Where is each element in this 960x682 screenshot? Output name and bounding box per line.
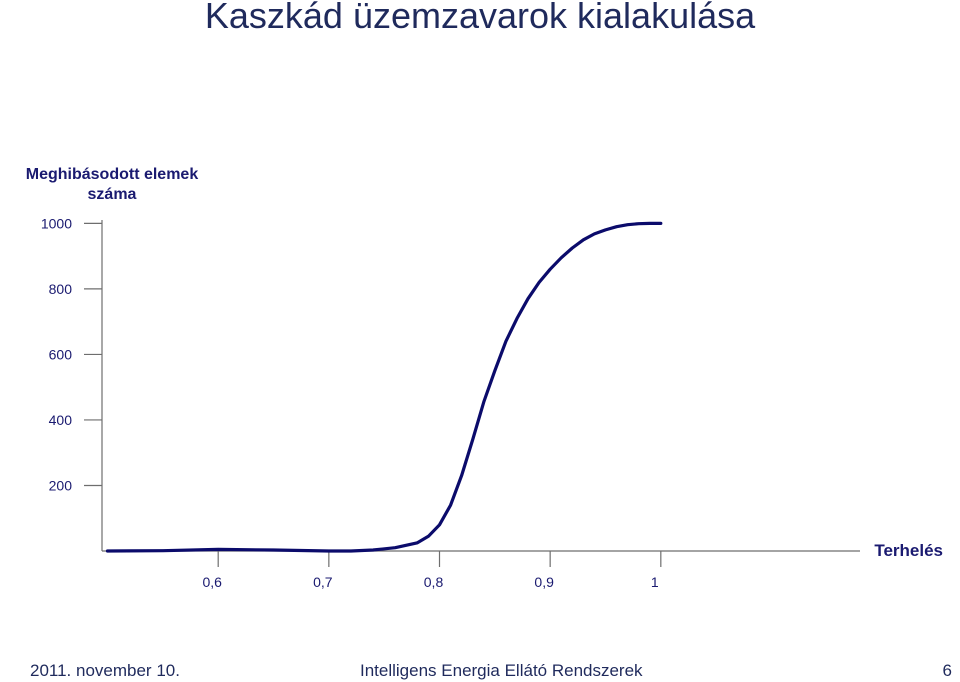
x-tick-label: 0,9 xyxy=(534,574,554,590)
footer-date: 2011. november 10. xyxy=(30,661,180,680)
series-line-failures xyxy=(105,221,663,553)
x-tick-label: 0,7 xyxy=(313,574,333,590)
y-tick-label: 800 xyxy=(49,281,73,297)
y-tick-label: 1000 xyxy=(41,215,72,231)
slide-title: Kaszkád üzemzavarok kialakulása xyxy=(204,0,756,36)
footer-presentation-title: Intelligens Energia Ellátó Rendszerek xyxy=(360,661,643,680)
x-axis-title: Terhelés xyxy=(874,541,943,560)
x-tick-label: 0,6 xyxy=(202,574,222,590)
x-tick-label: 1 xyxy=(651,574,659,590)
x-ticks: 0,6 0,7 0,8 0,9 1 xyxy=(202,551,662,590)
y-tick-label: 600 xyxy=(49,346,73,362)
y-axis-title-line-2: száma xyxy=(88,186,137,203)
x-tick-label: 0,8 xyxy=(424,574,444,590)
y-ticks: 1000 800 600 400 200 xyxy=(41,215,102,493)
y-tick-label: 200 xyxy=(49,477,73,493)
y-tick-label: 400 xyxy=(49,412,73,428)
footer-page-number: 6 xyxy=(942,661,952,680)
y-axis-title-line-1: Meghibásodott elemek xyxy=(26,166,199,183)
